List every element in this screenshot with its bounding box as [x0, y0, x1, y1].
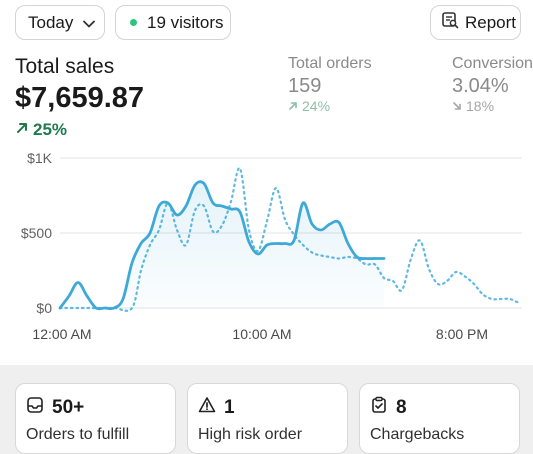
- clipboard-icon: [370, 396, 388, 419]
- arrow-down-right-icon: [452, 98, 462, 114]
- current-period-line: [58, 180, 386, 311]
- total-orders-label[interactable]: Total orders: [288, 55, 372, 72]
- x-tick-label: 12:00 AM: [32, 326, 91, 342]
- chargebacks-count: 8: [396, 396, 407, 418]
- total-orders-delta-value: 24%: [302, 98, 331, 114]
- chargebacks-card[interactable]: 8 Chargebacks: [359, 383, 520, 454]
- y-tick-label: $1K: [27, 150, 53, 166]
- high-risk-order-card[interactable]: 1 High risk order: [187, 383, 348, 454]
- live-status-dot: [130, 19, 137, 26]
- high-risk-order-count: 1: [224, 396, 235, 418]
- high-risk-order-label: High risk order: [198, 426, 303, 443]
- conversion-delta: 18%: [452, 98, 494, 114]
- conversion-label[interactable]: Conversion: [452, 55, 533, 72]
- x-tick-label: 8:00 PM: [436, 326, 488, 342]
- total-sales-delta: 25%: [15, 120, 67, 140]
- date-range-label: Today: [28, 12, 74, 32]
- arrow-up-right-icon: [15, 120, 29, 140]
- orders-to-fulfill-card[interactable]: 50+ Orders to fulfill: [15, 383, 176, 454]
- date-range-dropdown[interactable]: Today: [15, 5, 105, 40]
- orders-to-fulfill-label: Orders to fulfill: [26, 426, 130, 443]
- chargebacks-label: Chargebacks: [370, 426, 465, 443]
- visitors-count: 19 visitors: [147, 12, 224, 32]
- live-visitors-button[interactable]: 19 visitors: [115, 5, 231, 40]
- total-orders-value: 159: [288, 75, 322, 97]
- report-label: Report: [465, 12, 517, 32]
- total-sales-value: $7,659.87: [15, 82, 145, 114]
- conversion-delta-value: 18%: [466, 98, 495, 114]
- total-sales-delta-value: 25%: [33, 120, 68, 139]
- conversion-value: 3.04%: [452, 75, 509, 97]
- chevron-down-icon: [83, 13, 96, 33]
- y-tick-label: $500: [21, 225, 52, 241]
- total-sales-label: Total sales: [15, 55, 115, 78]
- total-orders-delta: 24%: [288, 98, 330, 114]
- report-button[interactable]: Report: [430, 5, 521, 40]
- warning-icon: [198, 396, 216, 419]
- inbox-icon: [26, 396, 44, 419]
- sales-over-time-chart: $1K $500 $0 12:00 AM 10:00 AM 8:00 PM: [21, 150, 522, 342]
- arrow-up-right-icon: [288, 98, 298, 114]
- series-area: [60, 181, 384, 309]
- orders-to-fulfill-count: 50+: [52, 396, 85, 418]
- x-tick-label: 10:00 AM: [232, 326, 291, 342]
- report-icon: [441, 11, 459, 34]
- y-tick-label: $0: [36, 300, 52, 316]
